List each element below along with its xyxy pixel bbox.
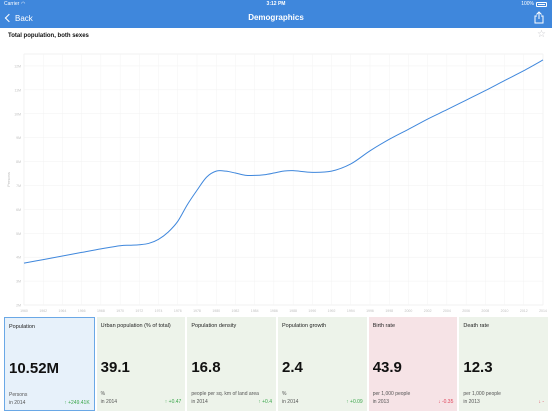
card-unit: per 1,000 people (372, 391, 411, 397)
y-tick-label: 4M (16, 256, 21, 260)
x-tick-label: 2002 (424, 309, 432, 313)
x-tick-label: 2000 (405, 309, 413, 313)
card-change: ↑ +0.4 (258, 399, 273, 405)
x-tick-label: 2008 (481, 309, 489, 313)
x-tick-label: 2010 (501, 309, 509, 313)
x-tick-label: 1982 (232, 309, 240, 313)
x-tick-label: 2014 (539, 309, 547, 313)
card-change: ↓ -0.35 (438, 399, 454, 405)
x-tick-label: 2006 (462, 309, 470, 313)
y-tick-label: 2M (16, 304, 21, 308)
card-unit: % (282, 391, 287, 397)
clock: 3:12 PM (266, 1, 286, 7)
x-tick-label: 1966 (78, 309, 86, 313)
x-tick-label: 1986 (270, 309, 278, 313)
star-icon[interactable]: ☆ (537, 29, 546, 40)
y-tick-label: 3M (16, 280, 21, 284)
x-tick-label: 1990 (308, 309, 316, 313)
card-value: 43.9 (372, 359, 402, 376)
card-change: ↑ +0.09 (346, 399, 363, 405)
back-label: Back (15, 13, 33, 23)
card-change: ↓ - (538, 399, 545, 405)
x-tick-label: 1976 (174, 309, 182, 313)
x-tick-label: 1970 (116, 309, 124, 313)
x-tick-label: 1974 (155, 309, 163, 313)
indicator-card[interactable]: Population density 16.8 people per sq. km … (187, 317, 277, 411)
card-year: in 2013 (463, 399, 480, 405)
y-tick-label: 7M (16, 184, 21, 188)
y-tick-label: 12M (14, 64, 21, 68)
x-tick-label: 1992 (328, 309, 336, 313)
indicator-cards: Population 10.52M Persons in 2014 ↑ +249.41K… (4, 317, 549, 411)
y-tick-label: 9M (16, 136, 21, 140)
card-unit: people per sq. km of land area (191, 391, 259, 397)
card-label: Population density (191, 323, 237, 329)
population-series-line (23, 59, 544, 264)
card-value: 16.8 (191, 359, 221, 376)
card-year: in 2013 (372, 399, 390, 405)
card-year: in 2014 (191, 399, 208, 405)
x-tick-label: 1968 (97, 309, 105, 313)
x-tick-label: 1978 (193, 309, 201, 313)
indicator-card[interactable]: Birth rate 43.9 per 1,000 people in 2013 ↓ -… (368, 317, 458, 411)
card-label: Birth rate (372, 323, 396, 329)
carrier-label: Carrier (4, 1, 20, 7)
x-tick-label: 1988 (289, 309, 297, 313)
indicator-card[interactable]: Death rate 12.3 per 1,000 people in 2013 ↓ - (459, 317, 549, 411)
back-button[interactable]: Back (4, 11, 33, 25)
population-chart: 2M 3M 4M 5M 6M 7M 8M 9M 10M 11M 12M 1960 1962 1964 196… (6, 53, 547, 313)
x-tick-label: 1994 (347, 309, 355, 313)
x-tick-label: 1962 (39, 309, 47, 313)
x-tick-label: 1998 (385, 309, 393, 313)
x-tick-label: 1984 (251, 309, 259, 313)
plot-frame (23, 53, 544, 306)
navigation-bar: Back Demographics (0, 8, 552, 28)
card-unit: Persons (9, 392, 28, 398)
card-year: in 2014 (9, 400, 26, 406)
status-bar: Carrier ◠ 3:12 PM 100% (0, 0, 552, 8)
x-tick-label: 2004 (443, 309, 451, 313)
card-change: ↑ +249.41K (64, 400, 90, 406)
y-tick-label: 5M (16, 232, 21, 236)
x-tick-label: 2012 (520, 309, 528, 313)
card-change: ↑ +0.47 (164, 399, 182, 405)
x-tick-label: 1996 (366, 309, 374, 313)
card-value: 12.3 (463, 359, 493, 376)
x-tick-label: 1980 (212, 309, 220, 313)
card-label: Urban population (% of total) (100, 323, 171, 329)
y-tick-label: 11M (14, 88, 21, 92)
card-value: 39.1 (100, 359, 130, 376)
card-label: Population (9, 324, 35, 330)
y-tick-label: 8M (16, 160, 21, 164)
indicator-card[interactable]: Population growth 2.4% in 2014 ↑ +0.09 (278, 317, 367, 411)
card-year: in 2014 (282, 399, 299, 405)
battery-icon (536, 2, 547, 7)
battery-percent: 100% (521, 1, 534, 7)
card-unit: % (100, 391, 106, 397)
indicator-card[interactable]: Urban population (% of total) 39.1% in 201… (96, 317, 186, 411)
chart-title: Total population, both sexes (8, 33, 89, 39)
x-tick-label: 1964 (59, 309, 67, 313)
y-tick-label: 10M (14, 112, 21, 116)
card-value: 2.4 (282, 359, 303, 376)
y-tick-label: 6M (16, 208, 21, 212)
card-label: Population growth (282, 323, 327, 329)
share-icon[interactable] (534, 11, 544, 24)
wifi-icon: ◠ (21, 1, 26, 7)
card-label: Death rate (463, 323, 490, 329)
card-unit: per 1,000 people (463, 391, 501, 397)
page-title: Demographics (248, 13, 304, 22)
y-axis-label: Persons (6, 172, 11, 187)
card-year: in 2014 (100, 399, 118, 405)
indicator-card[interactable]: Population 10.52M Persons in 2014 ↑ +249.41K (4, 317, 95, 411)
x-tick-label: 1960 (20, 309, 28, 313)
card-value: 10.52M (9, 360, 60, 377)
x-tick-label: 1972 (135, 309, 143, 313)
